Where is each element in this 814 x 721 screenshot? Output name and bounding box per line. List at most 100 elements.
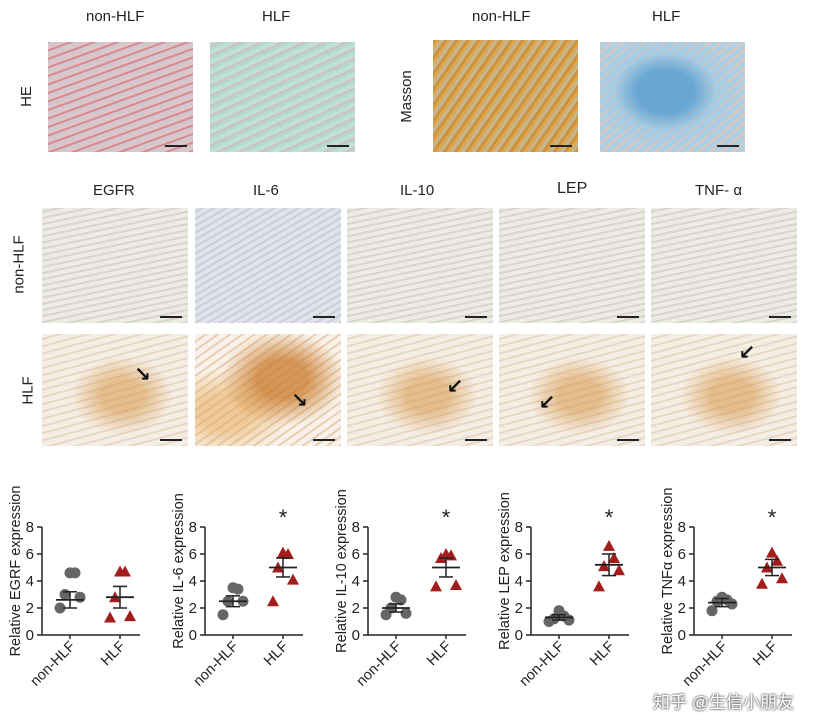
y-tick-label: 0 xyxy=(26,627,34,644)
non-hlf-point xyxy=(553,605,565,617)
ihc-il10-hlf-image: ↘ xyxy=(347,334,493,446)
ihc-egfr-hlf-image: ↘ xyxy=(42,334,188,446)
hlf-point xyxy=(450,579,462,591)
y-tick-label: 2 xyxy=(189,600,197,617)
y-axis-label: Relative TNFα expression xyxy=(660,488,676,655)
y-tick-label: 8 xyxy=(515,519,523,536)
chart-egrf: Relative EGRF expression 0 2 4 6 8 non-HLF HLF xyxy=(8,486,140,690)
marker-title-lep: LEP xyxy=(557,180,588,197)
non-hlf-point xyxy=(706,605,718,617)
y-tick-label: 2 xyxy=(352,600,360,617)
y-tick-label: 6 xyxy=(678,546,686,563)
x-tick-label: HLF xyxy=(98,638,129,669)
ihc-il6-hlf-image: ↘ xyxy=(195,334,341,446)
y-tick-label: 4 xyxy=(352,573,360,590)
hlf-point xyxy=(776,572,788,584)
y-tick-label: 2 xyxy=(515,600,523,617)
x-tick-label: non-HLF xyxy=(28,638,79,689)
hlf-point xyxy=(287,573,299,585)
marker-title-il6: IL-6 xyxy=(253,182,279,199)
y-tick-label: 8 xyxy=(352,519,360,536)
x-tick-label: HLF xyxy=(587,638,618,669)
y-tick-label: 6 xyxy=(26,546,34,563)
non-hlf-point xyxy=(217,609,229,621)
y-tick-label: 0 xyxy=(189,627,197,644)
non-hlf-point xyxy=(400,607,412,619)
masson-hlf-title: HLF xyxy=(652,8,681,25)
chart-il10: Relative IL-10 expression 0 2 4 6 8 non-HLF HLF… xyxy=(334,489,466,690)
non-hlf-point xyxy=(548,613,560,625)
hlf-point xyxy=(766,546,778,558)
hlf-point xyxy=(277,546,289,558)
marker-title-il10: IL-10 xyxy=(400,182,435,199)
non-hlf-point xyxy=(74,591,86,603)
non-hlf-point xyxy=(227,582,239,594)
he-non-hlf-image xyxy=(48,42,193,152)
masson-hlf-image xyxy=(600,42,745,152)
x-tick-label: HLF xyxy=(424,638,455,669)
non-hlf-point xyxy=(59,589,71,600)
non-hlf-point xyxy=(716,591,728,603)
significance-star: * xyxy=(279,505,288,530)
egfr-arrow-icon: ↘ xyxy=(134,364,151,386)
y-tick-label: 6 xyxy=(515,546,523,563)
he-hlf-image xyxy=(210,42,355,152)
y-tick-label: 4 xyxy=(26,573,34,590)
y-tick-label: 6 xyxy=(189,546,197,563)
marker-title-egfr: EGFR xyxy=(93,182,135,199)
chart-tnfa: Relative TNFα expression 0 2 4 6 8 non-HLF HLF * xyxy=(660,488,792,690)
x-tick-label: non-HLF xyxy=(191,638,242,689)
il10-arrow-icon: ↘ xyxy=(447,376,464,398)
ihc-egfr-non-hlf-image xyxy=(42,208,188,323)
chart-il6: Relative IL-6 expression 0 2 4 6 8 non-HLF HLF * xyxy=(171,493,303,690)
masson-row-label: Masson xyxy=(397,70,415,123)
chart-lep: Relative LEP expression 0 2 4 6 8 non-HLF HLF * xyxy=(497,492,629,690)
x-tick-label: non-HLF xyxy=(680,638,731,689)
y-tick-label: 8 xyxy=(189,519,197,536)
ihc-il10-non-hlf-image xyxy=(347,208,493,323)
non-hlf-point xyxy=(390,591,402,603)
hlf-point xyxy=(440,548,452,559)
y-tick-label: 6 xyxy=(352,546,360,563)
he-row-label: HE xyxy=(17,86,35,107)
he-hlf-title: HLF xyxy=(262,8,291,25)
ihc-lep-hlf-image: ↘ xyxy=(499,334,645,446)
y-axis-label: Relative EGRF expression xyxy=(8,486,24,657)
significance-star: * xyxy=(442,505,451,530)
y-tick-label: 4 xyxy=(515,573,523,590)
watermark: 知乎 @生信小朋友 xyxy=(653,693,794,712)
he-non-hlf-title: non-HLF xyxy=(86,8,145,25)
significance-star: * xyxy=(605,505,614,530)
x-tick-label: HLF xyxy=(750,638,781,669)
masson-non-hlf-image xyxy=(433,40,578,152)
hlf-point xyxy=(613,564,625,576)
hlf-point xyxy=(593,580,605,592)
x-tick-label: non-HLF xyxy=(517,638,568,689)
hlf-point xyxy=(104,611,116,623)
y-tick-label: 8 xyxy=(678,519,686,536)
tnfa-arrow-icon: ↘ xyxy=(739,342,756,364)
non-hlf-point xyxy=(54,602,66,614)
non-hlf-point xyxy=(64,567,76,579)
hlf-point xyxy=(603,539,615,551)
y-tick-label: 8 xyxy=(26,519,34,536)
lep-arrow-icon: ↘ xyxy=(539,392,556,414)
hlf-point xyxy=(267,595,279,607)
hlf-point xyxy=(756,577,768,589)
y-tick-label: 0 xyxy=(352,627,360,644)
x-tick-label: non-HLF xyxy=(354,638,405,689)
hlf-point xyxy=(430,580,442,592)
ihc-tnfa-non-hlf-image xyxy=(651,208,797,323)
masson-non-hlf-title: non-HLF xyxy=(472,8,531,25)
y-tick-label: 4 xyxy=(189,573,197,590)
significance-star: * xyxy=(768,505,777,530)
hlf-point xyxy=(771,554,783,566)
x-tick-label: HLF xyxy=(261,638,292,669)
il6-arrow-icon: ↘ xyxy=(291,390,308,412)
y-tick-label: 2 xyxy=(678,600,686,617)
ihc-il6-non-hlf-image xyxy=(195,208,341,323)
hlf-point xyxy=(114,565,126,577)
y-axis-label: Relative LEP expression xyxy=(497,492,513,650)
marker-title-tnfa: TNF- α xyxy=(695,182,742,199)
ihc-lep-non-hlf-image xyxy=(499,208,645,323)
